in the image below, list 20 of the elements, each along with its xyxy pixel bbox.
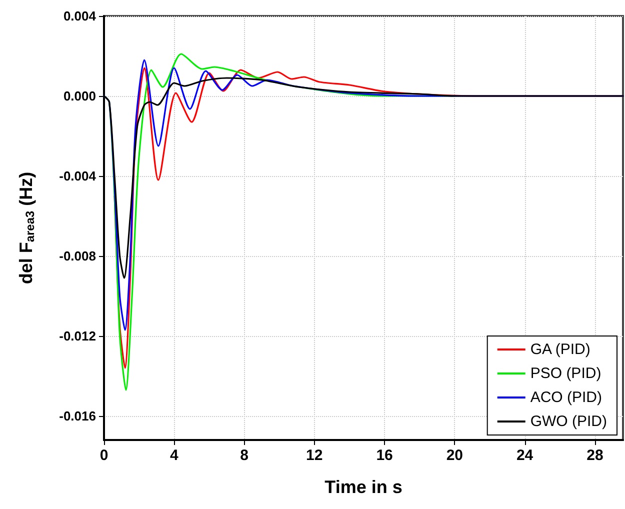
x-tick-label: 4 xyxy=(170,447,179,464)
x-tick-label: 0 xyxy=(100,447,108,464)
y-tick-label: -0.008 xyxy=(59,248,96,264)
x-axis-title: Time in s xyxy=(324,477,402,497)
legend-label: ACO (PID) xyxy=(530,389,602,406)
x-tick-label: 8 xyxy=(240,447,248,464)
x-tick-label: 28 xyxy=(586,447,604,464)
x-tick-label: 12 xyxy=(306,447,323,464)
y-tick-label: -0.016 xyxy=(59,408,96,424)
y-axis-title: del Farea3 (Hz) xyxy=(16,172,37,284)
y-tick-label: 0.000 xyxy=(63,88,96,104)
legend-label: GWO (PID) xyxy=(530,413,608,430)
x-tick-label: 24 xyxy=(516,447,534,464)
y-tick-label: 0.004 xyxy=(63,8,97,24)
y-tick-label: -0.012 xyxy=(59,328,96,344)
legend-label: PSO (PID) xyxy=(530,365,602,382)
y-tick-label: -0.004 xyxy=(59,168,97,184)
x-tick-label: 16 xyxy=(376,447,393,464)
legend-label: GA (PID) xyxy=(530,341,590,358)
x-tick-label: 20 xyxy=(446,447,464,464)
